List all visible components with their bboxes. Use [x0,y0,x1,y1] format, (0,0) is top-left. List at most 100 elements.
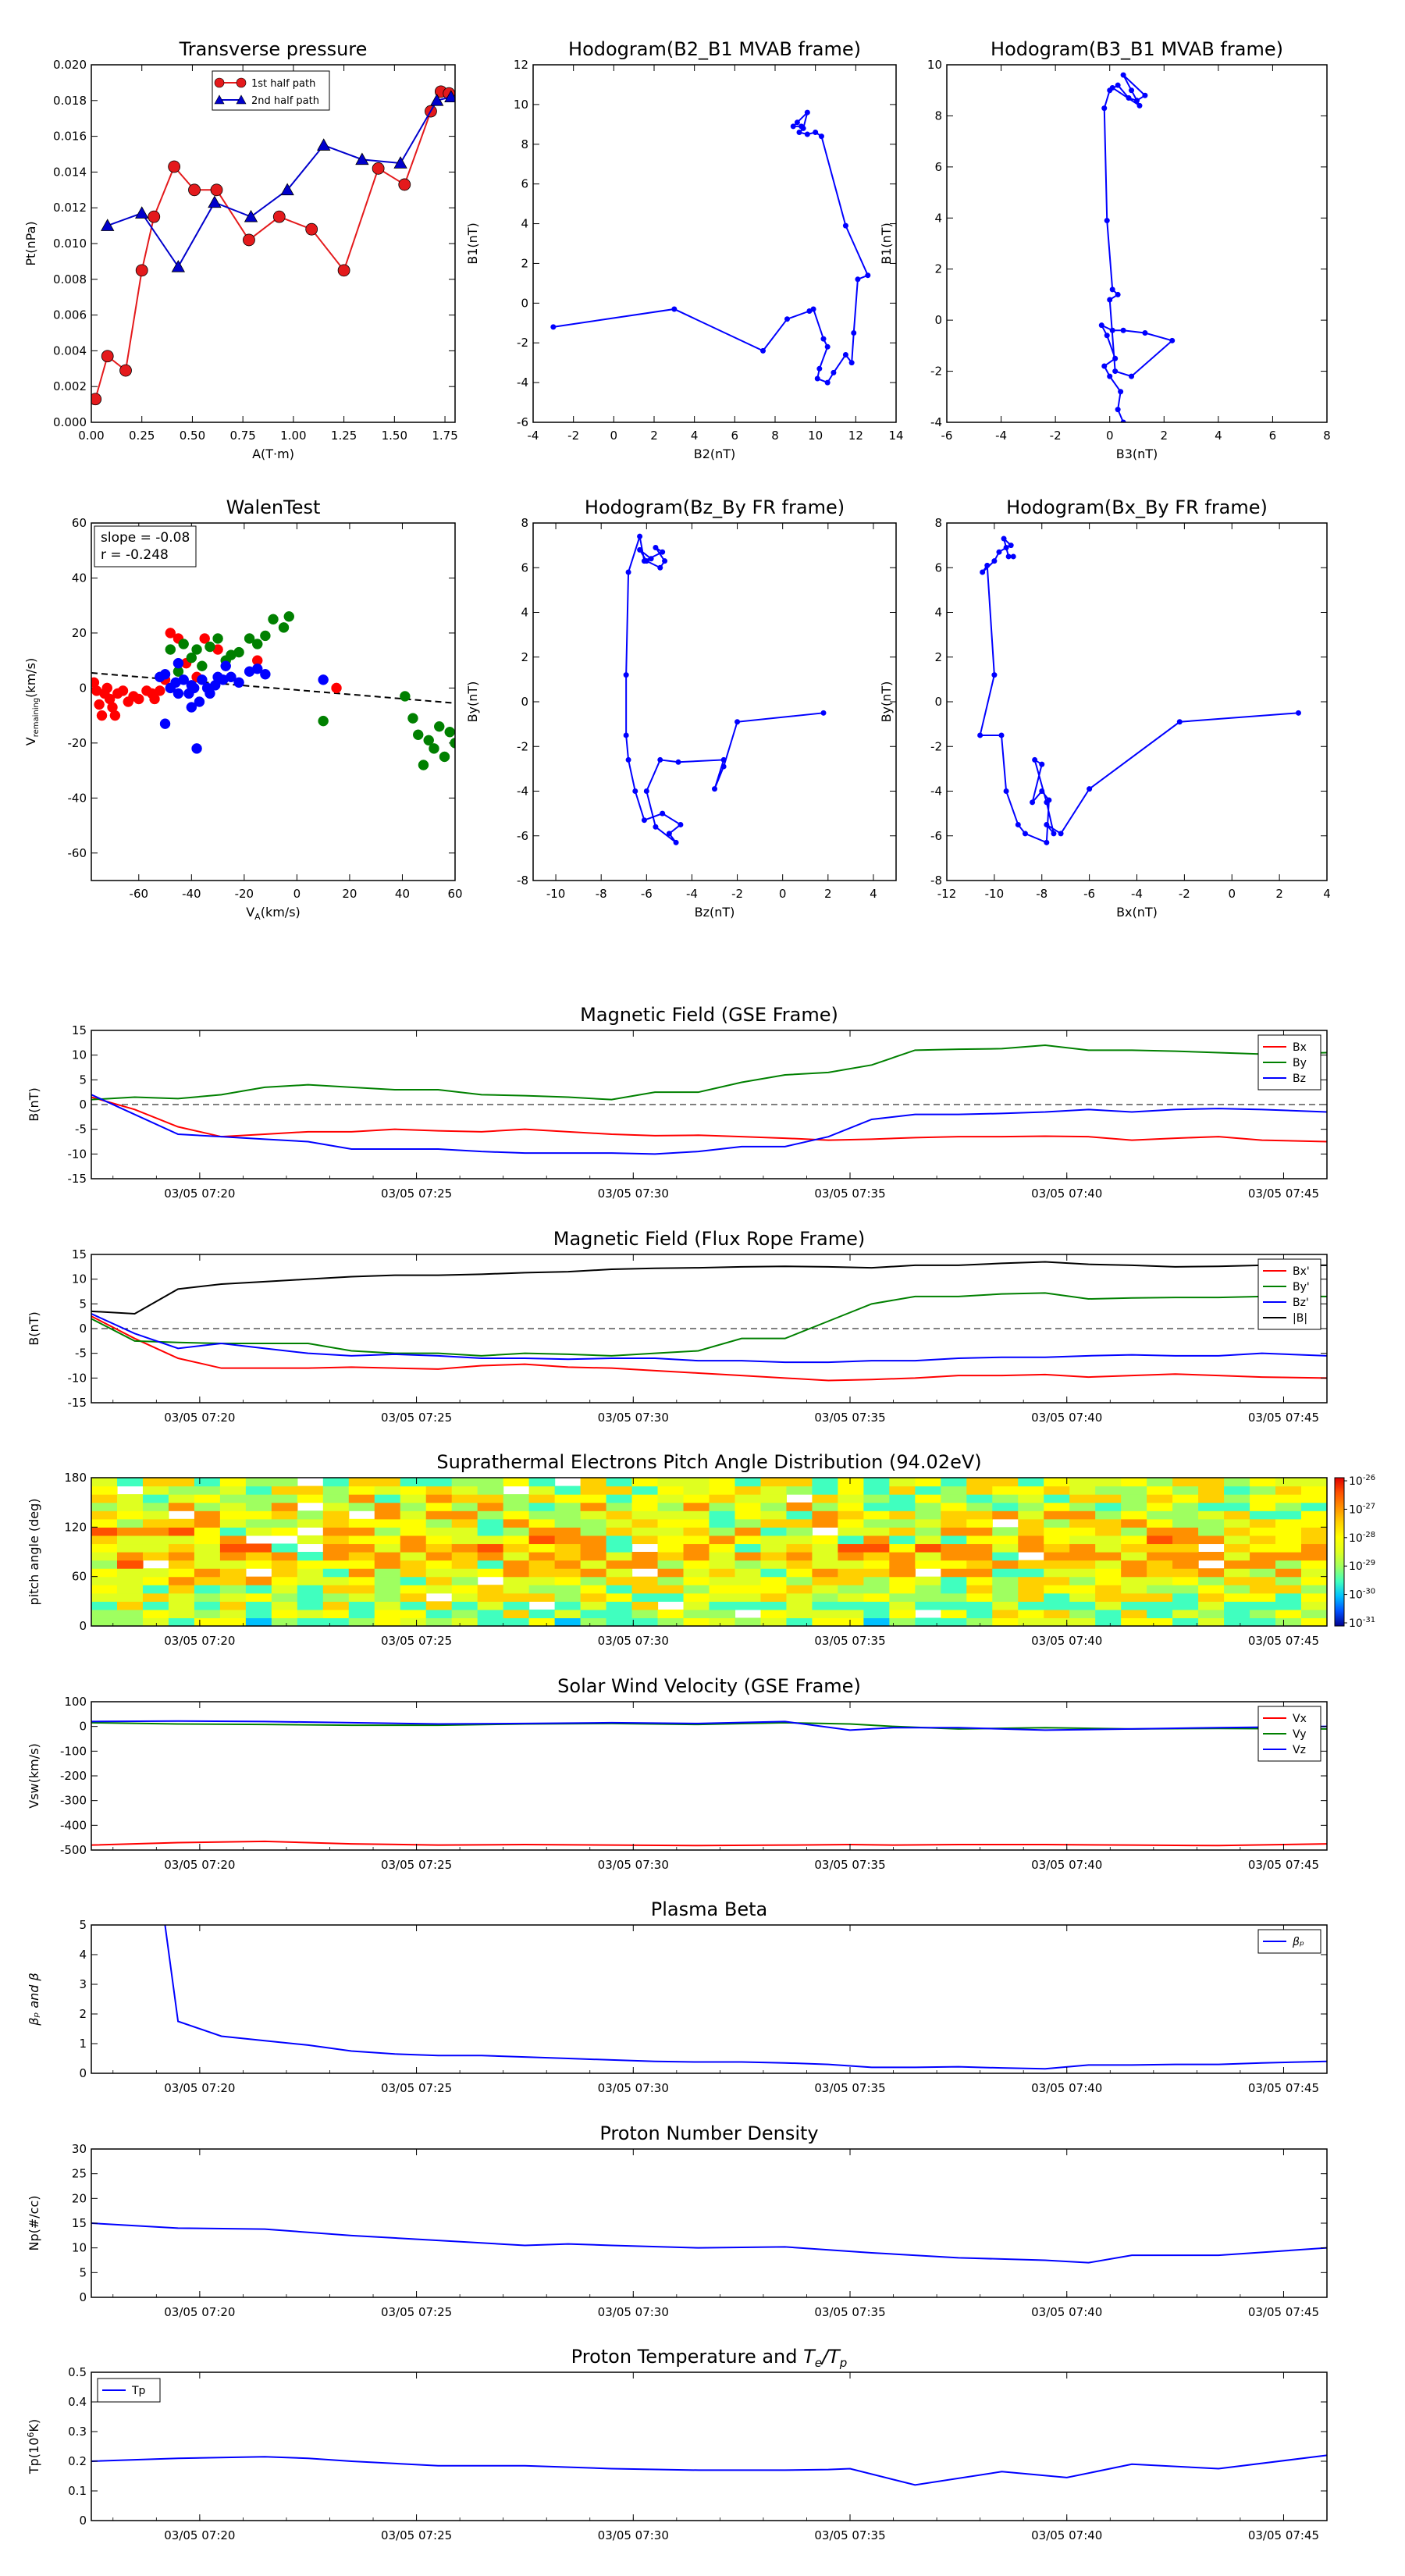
heatmap-cell [477,1527,504,1536]
heatmap-cell [1250,1552,1276,1561]
x-tick-label: 03/05 07:40 [1031,1411,1102,1425]
time-panel-5: Proton Number Density Np(#/cc) 0 5 10 15 20 25 3… [27,2122,1328,2319]
heatmap-cell [1250,1617,1276,1626]
legend-label: 2nd half path [251,95,319,107]
heatmap-cell [1224,1502,1250,1511]
heatmap-cell [966,1609,993,1619]
y-tick-label: -8 [517,873,528,888]
heatmap-cell [116,1527,144,1536]
heatmap-cell [219,1494,247,1503]
data-point [148,210,161,223]
heatmap-cell [1121,1617,1147,1626]
heatmap-cell [1044,1592,1070,1602]
heatmap-cell [683,1518,710,1528]
heatmap-cell [1147,1518,1173,1528]
heatmap-cell [760,1494,788,1503]
heatmap-cell [425,1502,453,1511]
heatmap-cell [1250,1535,1276,1545]
heatmap-cell [1301,1585,1327,1594]
data-point [208,195,222,208]
heatmap-cell [966,1502,993,1511]
heatmap-cell [297,1609,324,1619]
heatmap-cell [219,1535,247,1545]
heatmap-cell [554,1518,582,1528]
heatmap-cell [142,1527,169,1536]
heatmap-cell [91,1617,118,1626]
heatmap-cell [503,1527,530,1536]
y-axis-label: By(nT) [879,681,894,723]
heatmap-cell [116,1518,144,1528]
heatmap-cell [348,1494,375,1503]
y-axis-label: Vsw(km/s) [27,1743,41,1808]
heatmap-cell [966,1568,993,1578]
heatmap-cell [1250,1576,1276,1585]
heatmap-cell [503,1494,530,1503]
series-line [91,1721,1327,1730]
heatmap-cell [786,1535,813,1545]
heatmap-cell [631,1535,659,1545]
heatmap-cell [735,1543,762,1553]
heatmap-cell [1275,1502,1302,1511]
data-point [205,641,215,653]
heatmap-cell [1275,1543,1302,1553]
heatmap-cell [1018,1502,1044,1511]
data-point [450,738,455,749]
heatmap-cell [580,1527,607,1536]
heatmap-cell [786,1617,813,1626]
heatmap-cell [709,1485,736,1495]
data-point [400,691,411,702]
y-tick-label: 4 [521,217,528,231]
heatmap-cell [477,1560,504,1569]
heatmap-cell [941,1518,967,1528]
heatmap-cell [966,1543,993,1553]
heatmap-cell [528,1609,556,1619]
x-tick-label: 0 [610,429,618,443]
heatmap-cell [941,1585,967,1594]
y-tick-label: 12 [514,58,528,72]
heatmap-cell [941,1601,967,1610]
heatmap-cell [606,1609,633,1619]
x-tick-label: 03/05 07:40 [1031,1634,1102,1648]
heatmap-cell [735,1601,762,1610]
heatmap-cell [606,1478,633,1487]
heatmap-cell [477,1585,504,1594]
plot-frame [91,1477,1328,1627]
heatmap-cell [554,1560,582,1569]
heatmap-cell [1172,1617,1199,1626]
heatmap-cell [142,1592,169,1602]
heatmap-cell [1275,1576,1302,1585]
heatmap-cell [142,1609,169,1619]
data-point [671,306,678,312]
y-tick-label: 0.2 [68,2454,87,2468]
plot-area [550,109,871,386]
heatmap-cell [863,1485,890,1495]
x-tick-label: -4 [686,887,698,901]
heatmap-cell [297,1576,324,1585]
x-tick-label: -4 [528,429,539,443]
heatmap-cell [477,1510,504,1520]
chart-title: Solar Wind Velocity (GSE Frame) [557,1675,861,1697]
heatmap-cell [786,1485,813,1495]
heatmap-cell [1198,1494,1225,1503]
heatmap-cell [297,1585,324,1594]
heatmap-cell [245,1485,272,1495]
y-tick-label: 1 [79,2037,87,2051]
y-axis-label: B(nT) [27,1311,41,1345]
chart-title: Transverse pressure [179,38,368,60]
plot-area [164,1925,1327,2070]
data-point [643,788,649,794]
heatmap-cell [297,1485,324,1495]
heatmap-cell [194,1502,221,1511]
heatmap-cell [889,1617,916,1626]
heatmap-cell [1147,1485,1173,1495]
heatmap-cell [838,1552,864,1561]
heatmap-cell [322,1502,350,1511]
x-tick-label: 03/05 07:45 [1248,2081,1319,2095]
heatmap-cell [374,1494,401,1503]
heatmap-cell [786,1585,813,1594]
heatmap-cell [168,1535,195,1545]
heatmap-cell [219,1576,247,1585]
data-point [1112,368,1119,375]
y-tick-label: -10 [68,1147,87,1161]
data-point [188,682,200,694]
